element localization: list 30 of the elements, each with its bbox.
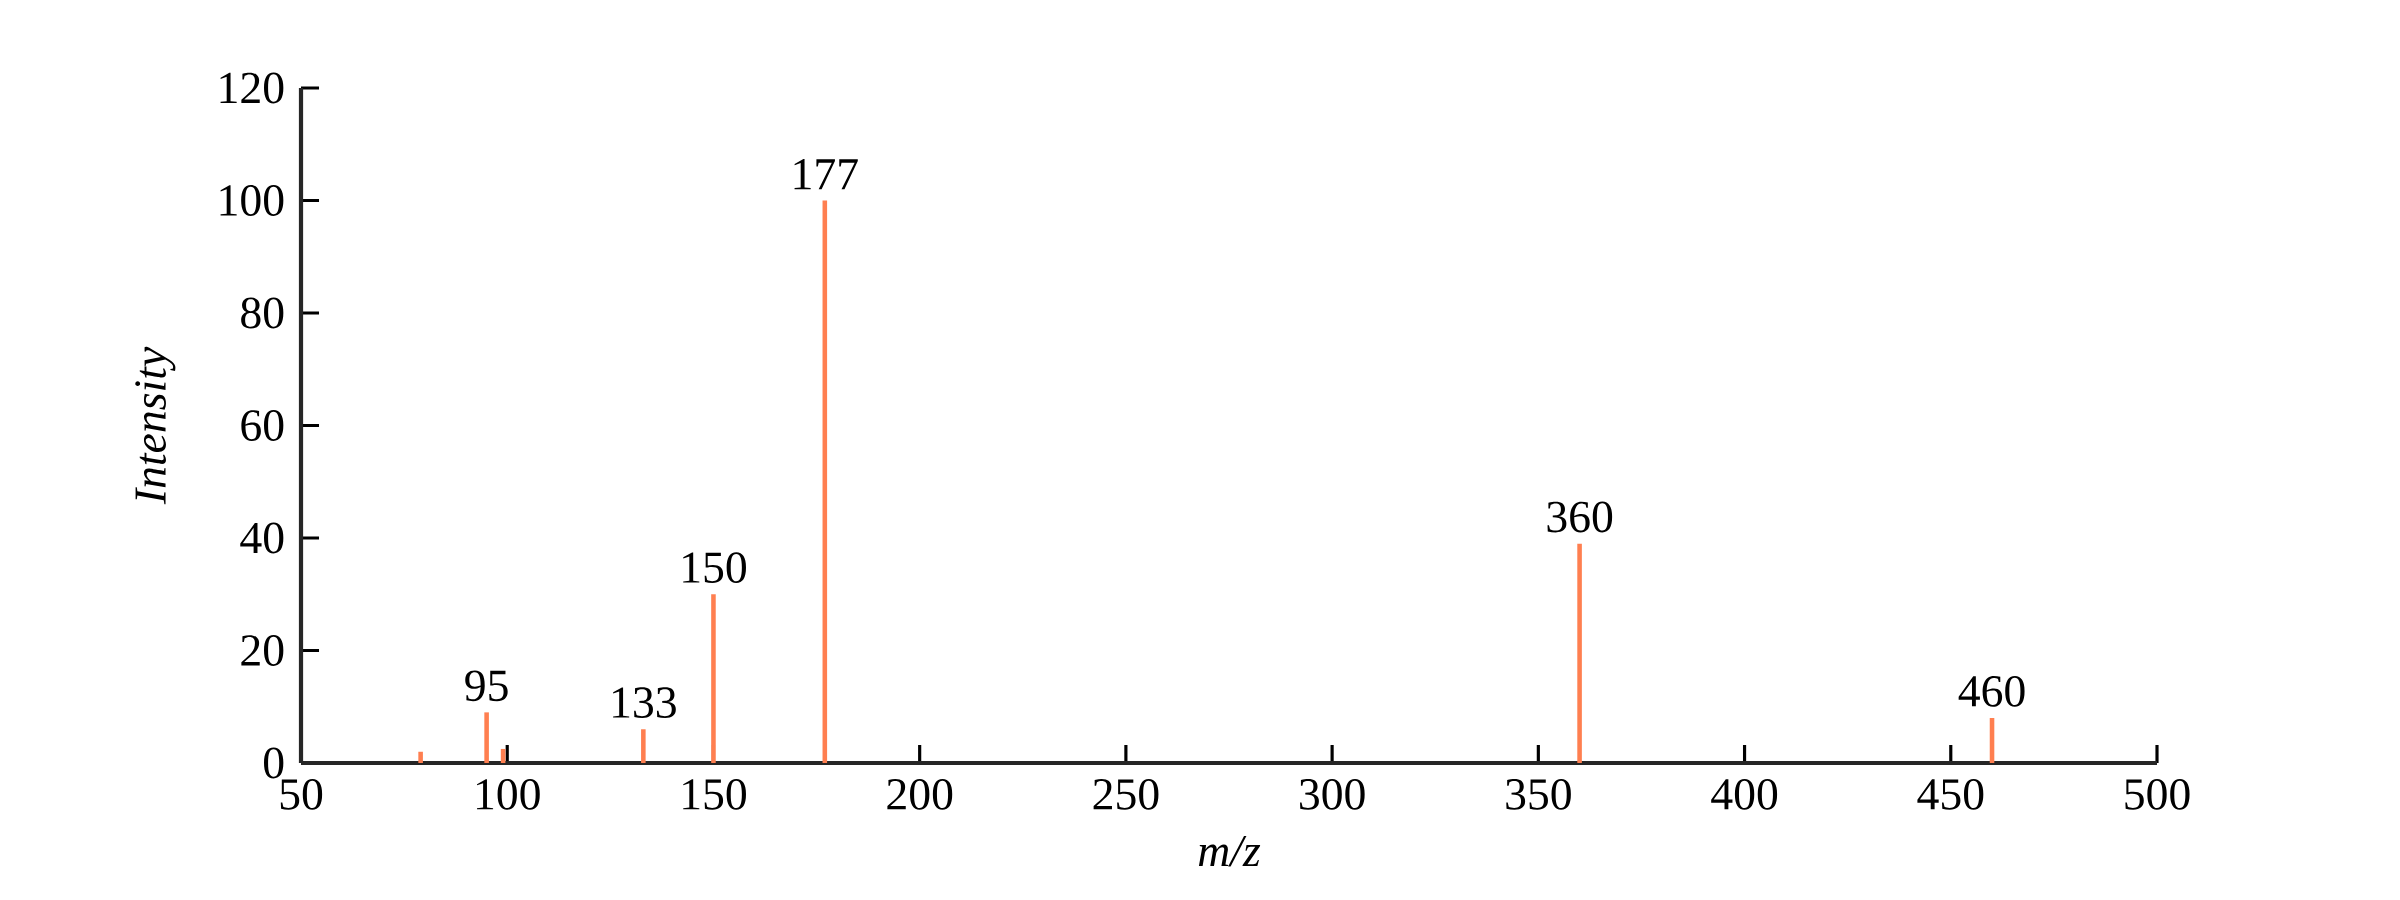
bar xyxy=(711,594,716,763)
x-axis-title: m/z xyxy=(1198,835,1261,867)
annotation: 360 xyxy=(1547,501,1613,533)
annotation: 460 xyxy=(1958,675,2025,707)
annotation: 177 xyxy=(794,159,858,190)
x-tick-label: 100 xyxy=(476,778,540,810)
x-tick-label: 350 xyxy=(1506,778,1571,810)
annotation: 95 xyxy=(465,670,508,702)
y-axis-title: Intensity xyxy=(135,346,176,505)
x-tick-label: 50 xyxy=(280,778,323,810)
x-tick-label: 400 xyxy=(1711,778,1778,810)
y-tick-label: 20 xyxy=(241,635,284,666)
y-tick-label: 120 xyxy=(220,72,284,104)
y-tick-label: 60 xyxy=(241,410,284,441)
y-tick-label: 80 xyxy=(241,297,284,329)
bar xyxy=(484,712,489,763)
x-tick-label: 450 xyxy=(1917,778,1984,810)
bar xyxy=(1577,543,1582,763)
y-tick-label: 100 xyxy=(220,185,284,216)
bar xyxy=(418,751,423,763)
y-tick-label: 0 xyxy=(264,747,284,779)
y-tick-label: 40 xyxy=(240,522,284,554)
x-tick-label: 150 xyxy=(683,778,746,810)
x-tick-label: 300 xyxy=(1300,778,1365,810)
x-tick-label: 200 xyxy=(887,778,953,810)
annotation: 133 xyxy=(613,687,676,718)
annotation: 150 xyxy=(683,552,746,583)
bar xyxy=(641,729,646,763)
x-tick-label: 500 xyxy=(2125,778,2190,810)
x-tick-label: 250 xyxy=(1093,778,1159,810)
